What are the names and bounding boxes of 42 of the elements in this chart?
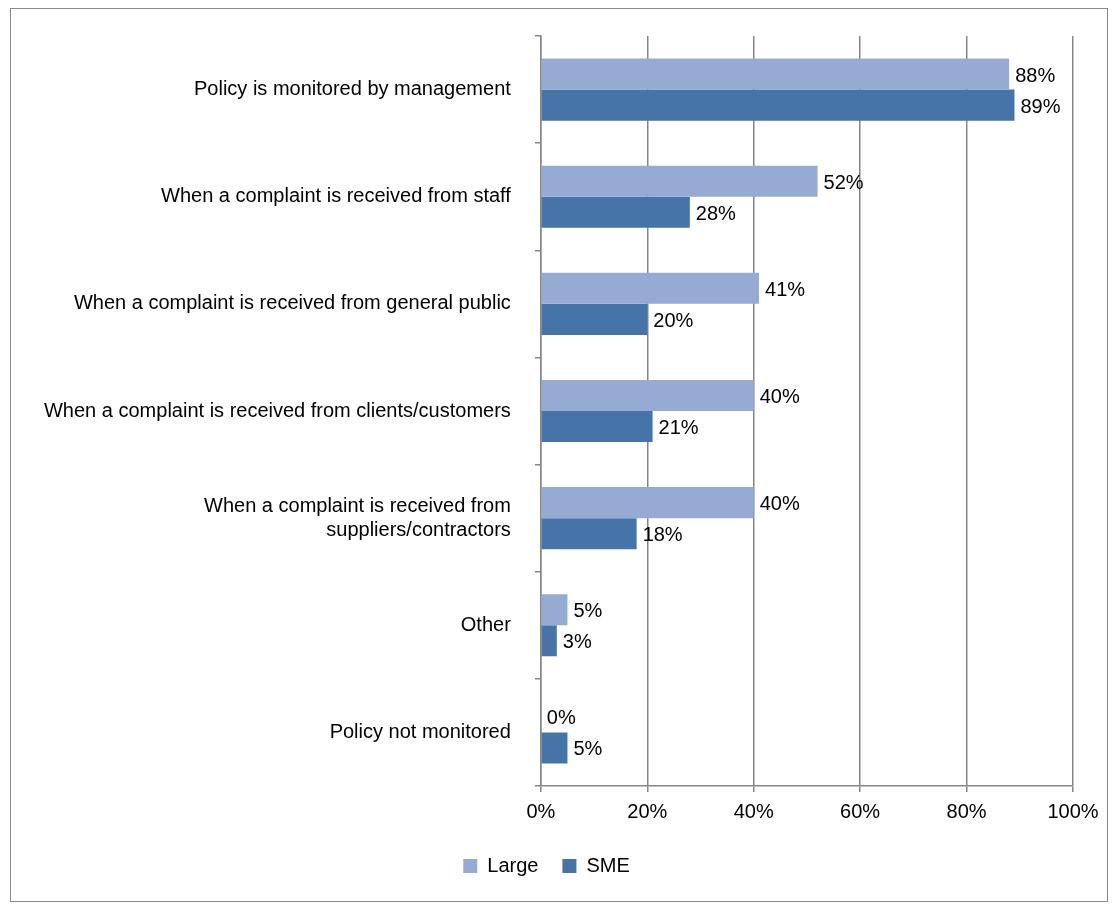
data-label: 40% [759, 492, 800, 515]
data-label: 40% [759, 384, 800, 407]
y-tick-label: When a complaint is received from general public [73, 291, 511, 314]
data-label: 0% [546, 706, 576, 729]
bar [541, 379, 754, 411]
legend-label: SME [586, 853, 630, 876]
bar [541, 89, 1015, 121]
bar [541, 594, 568, 626]
bar [541, 411, 653, 443]
data-label: 21% [658, 416, 699, 439]
data-label: 3% [562, 630, 592, 653]
y-tick-label: Policy is monitored by management [194, 77, 512, 100]
y-tick-label: Policy not monitored [329, 719, 511, 742]
bar [541, 58, 1010, 90]
data-label: 28% [695, 201, 737, 224]
y-tick-label: Other [460, 612, 512, 635]
data-label: 89% [1020, 94, 1061, 117]
data-label: 5% [573, 599, 603, 622]
data-label: 5% [573, 737, 603, 760]
x-tick-label: 100% [1047, 799, 1099, 822]
x-tick-label: 40% [733, 799, 774, 822]
bar [541, 272, 760, 304]
bar [541, 165, 818, 197]
bar [541, 732, 568, 764]
y-tick-label: When a complaint is received from suppliers/contractors [204, 493, 511, 540]
bar [541, 518, 637, 550]
data-label: 52% [823, 170, 864, 193]
x-tick-label: 80% [946, 799, 987, 822]
bar [541, 303, 648, 335]
y-tick-label: When a complaint is received from staff [161, 184, 512, 207]
data-label: 20% [653, 308, 694, 331]
y-tick-label: When a complaint is received from clients/customers [43, 398, 511, 421]
legend-label: Large [487, 853, 539, 876]
bar [541, 196, 690, 228]
bar [541, 625, 557, 657]
data-label: 18% [642, 523, 683, 546]
bar [541, 487, 754, 519]
data-label: 41% [765, 277, 806, 300]
x-tick-label: 60% [840, 799, 881, 822]
x-tick-label: 20% [627, 799, 668, 822]
data-label: 88% [1015, 63, 1056, 86]
x-tick-label: 0% [526, 799, 556, 822]
